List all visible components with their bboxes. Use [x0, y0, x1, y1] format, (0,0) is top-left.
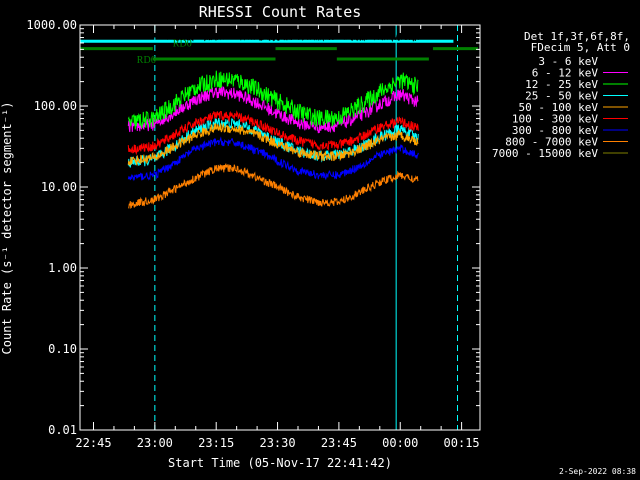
- legend-label-4: 25 - 50 keV: [525, 90, 598, 103]
- x-tick-label-2: 23:00: [137, 436, 173, 450]
- series-line-8: [128, 162, 419, 209]
- series-line-7: [127, 136, 419, 182]
- x-tick-label-6: 00:00: [382, 436, 418, 450]
- x-tick-label-5: 23:45: [321, 436, 357, 450]
- series-line-6: [127, 110, 419, 156]
- y-axis-label: Count Rate (s⁻¹ detector segment⁻¹): [0, 102, 14, 355]
- rd6-label: RD6: [137, 55, 156, 66]
- chart-title: RHESSI Count Rates: [199, 3, 362, 21]
- series-line-5: [127, 122, 419, 167]
- series-line-1: [127, 30, 419, 42]
- timestamp-footer: 2-Sep-2022 08:38: [559, 467, 636, 476]
- y-tick-label-6: 1000.00: [26, 18, 77, 32]
- x-tick-label-1: 22:45: [75, 436, 111, 450]
- x-tick-label-7: 00:15: [444, 436, 480, 450]
- legend-label-8: 800 - 7000 keV: [505, 136, 598, 149]
- x-tick-label-4: 23:30: [259, 436, 295, 450]
- legend-label-6: 100 - 300 keV: [512, 113, 598, 126]
- series-line-3: [127, 70, 419, 130]
- x-tick-label-3: 23:15: [198, 436, 234, 450]
- y-tick-label-5: 100.00: [34, 99, 77, 113]
- legend-label-9: 7000 - 15000 keV: [492, 147, 598, 160]
- legend-label-7: 300 - 800 keV: [512, 124, 598, 137]
- plot-area: RD0 RD6: [79, 25, 478, 430]
- plot-frame: [79, 24, 481, 431]
- legend-label-1: 3 - 6 keV: [538, 55, 598, 68]
- legend-label-2: 6 - 12 keV: [532, 67, 599, 80]
- axes: 0.01 0.10 1.00 10.00 100.00 1000.00 22:45 23:00…: [26, 18, 481, 450]
- x-axis-label: Start Time (05-Nov-17 22:41:42): [168, 456, 392, 470]
- legend-header-line-1: Det 1f,3f,6f,8f,: [524, 30, 630, 43]
- y-tick-label-3: 1.00: [48, 261, 77, 275]
- legend-label-5: 50 - 100 keV: [519, 101, 599, 114]
- y-tick-label-1: 0.01: [48, 423, 77, 437]
- legend-header-line-2: FDecim 5, Att 0: [531, 41, 630, 54]
- y-tick-label-4: 10.00: [41, 180, 77, 194]
- rd0-label: RD0: [173, 39, 192, 50]
- legend-label-3: 12 - 25 keV: [525, 78, 598, 91]
- y-tick-label-2: 0.10: [48, 342, 77, 356]
